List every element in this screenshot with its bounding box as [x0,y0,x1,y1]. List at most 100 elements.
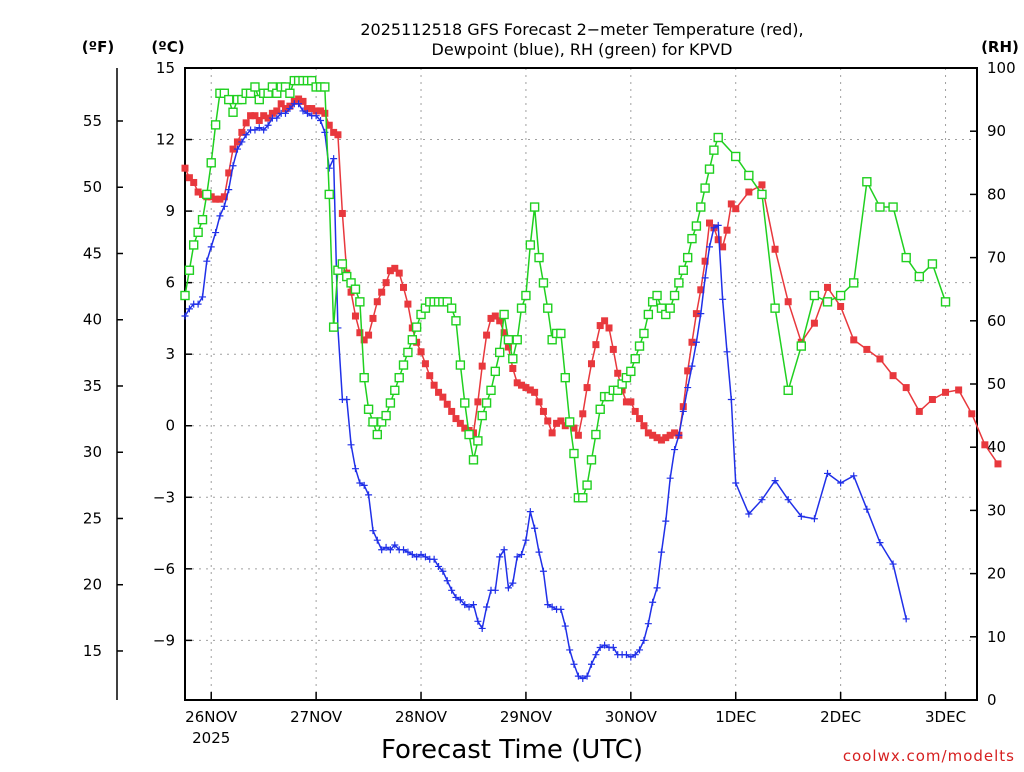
dewpoint-point [317,116,325,124]
relative-humidity-point [385,398,396,408]
temperature-point [330,128,338,136]
relative-humidity-point [411,322,422,332]
relative-humidity-point [529,202,540,212]
dewpoint-point [242,131,250,139]
dewpoint-point [539,567,547,575]
relative-humidity-point [473,436,483,446]
celsius-tick-label: −6 [153,560,175,578]
relative-humidity-point [407,335,418,345]
temperature-point [295,95,303,103]
celsius-tick-label: 0 [165,417,175,435]
dewpoint-point [207,243,215,251]
temperature-point [360,336,368,344]
temperature-point [850,336,858,344]
x-tick-label: 29NOV [500,708,553,726]
dewpoint-point [574,672,582,680]
temperature-point [719,243,727,251]
rh-tick-label: 0 [987,691,997,709]
dewpoint-point [863,505,871,513]
temperature-point [356,329,364,337]
dewpoint-point [351,465,359,473]
dewpoint-point [631,651,639,659]
temperature-point [365,331,373,339]
dewpoint-point [181,312,189,320]
temperature-point [592,341,600,349]
relative-humidity-point [809,290,820,301]
dewpoint-point [627,653,635,661]
axes: −9−6−30369121515202530354045505501020304… [83,59,1016,747]
temperature-point [483,331,491,339]
rh-tick-label: 20 [987,565,1006,583]
dewpoint-point [587,660,595,668]
relative-humidity-point [901,252,911,263]
temperature-point [784,298,792,306]
dewpoint-point [745,510,753,518]
dewpoint-point [343,396,351,404]
dewpoint-point [876,539,884,547]
dewpoint-point [430,555,438,563]
relative-humidity-point [197,214,208,225]
relative-humidity-point [285,88,295,98]
relative-humidity-point [508,354,518,364]
temperature-point [268,109,276,117]
temperature-point [644,429,652,437]
dewpoint-point [448,586,456,594]
temperature-point [439,393,447,401]
temperature-point [531,388,539,396]
relative-humidity-point [324,189,334,200]
temperature-point [810,319,818,327]
dewpoint-point [671,446,679,454]
relative-humidity-point [394,372,404,383]
dewpoint-point [199,293,207,301]
temperature-point [706,219,714,227]
dewpoint-point [212,229,220,237]
relative-humidity-point [320,82,330,92]
temperature-point [417,348,425,356]
temperature-point [264,114,272,122]
relative-humidity-point [888,202,898,212]
relative-humidity-point [490,366,500,377]
temperature-point [544,417,552,425]
dewpoint-point [596,644,604,652]
dewpoint-point [566,646,574,654]
dewpoint-point [644,620,652,628]
dewpoint-point [461,601,469,609]
temperature-point [504,343,512,351]
dewpoint-point [657,548,665,556]
temperature-point [238,128,246,136]
relative-humidity-point [337,259,348,269]
dewpoint-point [496,553,504,561]
relative-humidity-point [862,177,872,187]
temperature-point [461,424,469,432]
temperature-point [688,338,696,346]
rh-tick-label: 100 [987,59,1016,77]
dewpoint-point [356,479,364,487]
temperature-point [955,386,963,394]
dewpoint-point [439,567,447,575]
temperature-point [692,310,700,318]
fahrenheit-tick-label: 50 [83,178,102,196]
dewpoint-point [216,212,224,220]
dewpoint-point [544,601,552,609]
temperature-point [404,300,412,308]
relative-humidity-point [525,240,536,250]
x-tick-label: 2DEC [820,708,861,726]
temperature-point [435,388,443,396]
relative-humidity-point [682,252,693,263]
temperature-point [325,121,333,129]
temperature-point [474,398,482,406]
relative-humidity-point [328,322,339,332]
dewpoint-point [548,603,556,611]
dewpoint-point [303,109,311,117]
temperature-point [273,107,281,115]
dewpoint-point [622,651,630,659]
temperature-point [548,429,556,437]
temperature-point [194,188,202,196]
relative-humidity-point [372,429,382,440]
dewpoint-point [408,551,416,559]
relative-humidity-point [713,132,723,143]
dewpoint-point [400,546,408,554]
dewpoint-point [220,202,228,210]
dewpoint-point [522,536,530,544]
temperature-point [994,460,1002,468]
